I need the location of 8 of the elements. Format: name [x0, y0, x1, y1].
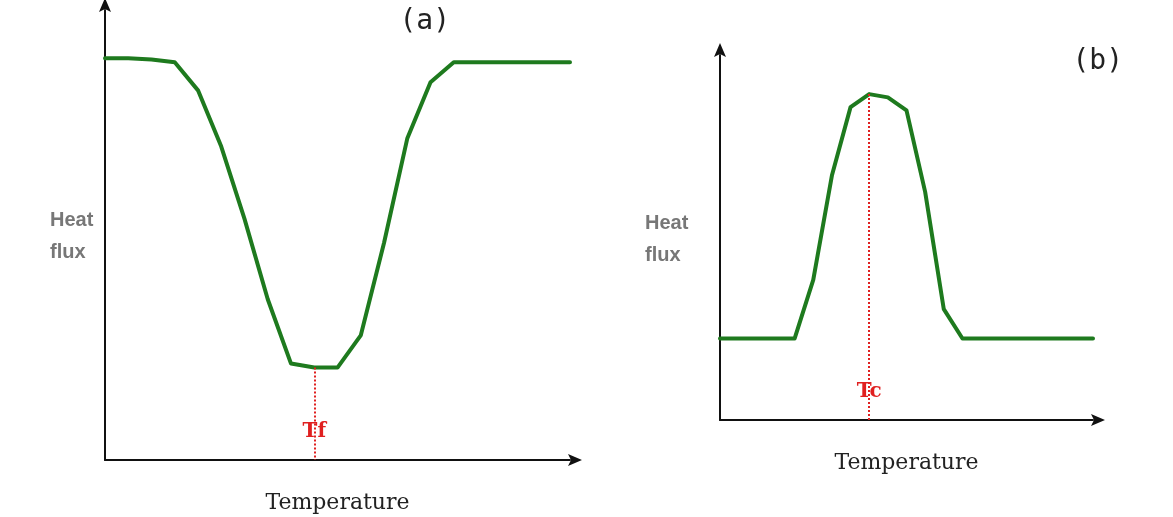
chart-title: (a)	[399, 2, 451, 36]
y-axis-title: Heat flux	[50, 208, 94, 262]
y-axis-title: Heat flux	[645, 210, 689, 265]
chart-title: (b)	[1072, 42, 1124, 76]
x-axis-title: Temperature	[265, 488, 410, 514]
annotation: Tf	[302, 418, 328, 442]
x-axis-title: Temperature	[834, 448, 979, 474]
annotation: Tc	[856, 378, 882, 402]
